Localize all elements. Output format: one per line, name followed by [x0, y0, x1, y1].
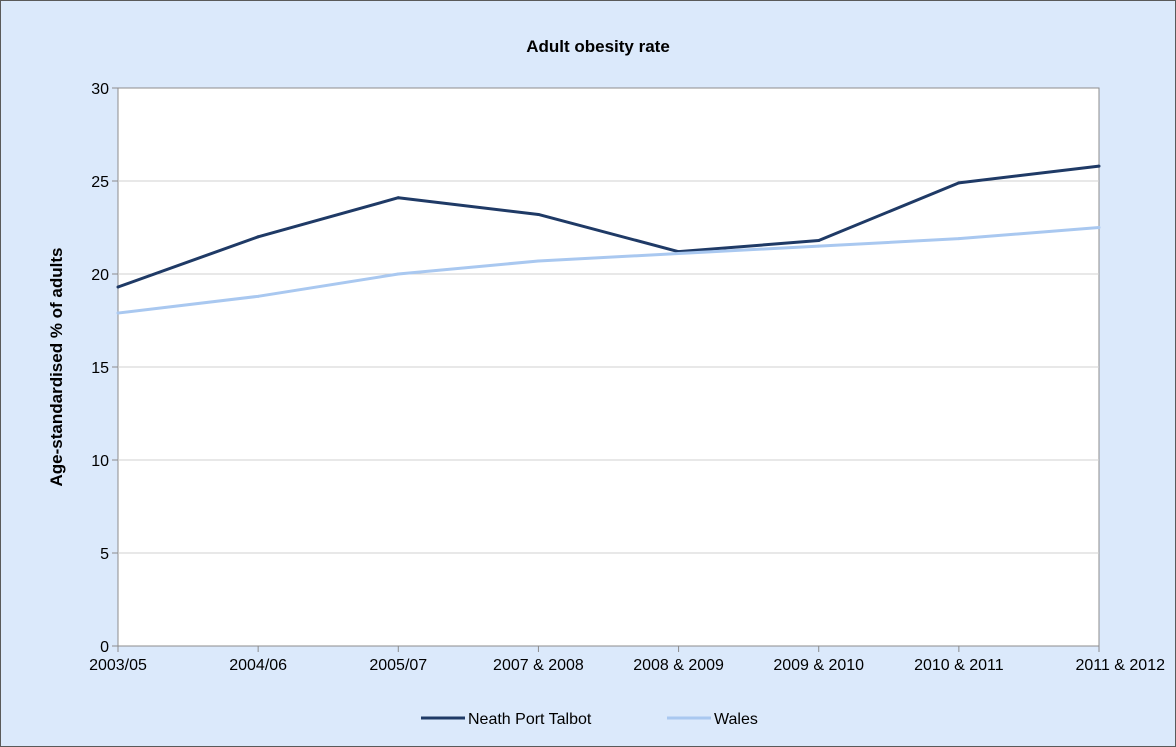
y-tick-label: 10 — [91, 453, 109, 470]
data-point — [957, 181, 961, 185]
data-point — [116, 311, 120, 315]
y-tick-label: 20 — [91, 267, 109, 284]
data-point — [536, 259, 540, 263]
y-tick-label: 15 — [91, 360, 109, 377]
data-point — [957, 237, 961, 241]
data-point — [256, 294, 260, 298]
x-tick-label: 2008 & 2009 — [633, 657, 724, 674]
x-axis-ticks: 2003/05 2004/06 2005/07 2007 & 2008 2008 & 2… — [89, 646, 1165, 674]
x-tick-label: 2007 & 2008 — [493, 657, 584, 674]
x-tick-label: 2005/07 — [369, 657, 427, 674]
y-tick-label: 5 — [100, 546, 109, 563]
data-point — [396, 196, 400, 200]
series-line — [117, 164, 1100, 289]
series-line — [117, 226, 1100, 315]
data-point — [817, 239, 821, 243]
legend: Neath Port Talbot Wales — [421, 711, 758, 728]
y-tick-label: 0 — [100, 639, 109, 656]
x-tick-label: 2003/05 — [89, 657, 147, 674]
data-point — [396, 272, 400, 276]
x-tick-label: 2009 & 2010 — [773, 657, 864, 674]
series-lines — [116, 164, 1101, 315]
data-point — [256, 235, 260, 239]
chart-title: Adult obesity rate — [526, 37, 670, 56]
data-point — [817, 244, 821, 248]
y-tick-label: 25 — [91, 174, 109, 191]
x-tick-label: 2011 & 2012 — [1075, 657, 1165, 674]
legend-label: Neath Port Talbot — [468, 711, 592, 728]
y-tick-label: 30 — [91, 81, 109, 98]
data-point — [677, 252, 681, 256]
data-point — [116, 285, 120, 289]
gridlines — [118, 180, 1099, 554]
x-tick-label: 2010 & 2011 — [914, 657, 1004, 674]
data-point — [536, 212, 540, 216]
y-axis-label: Age-standardised % of adults — [47, 248, 66, 487]
x-tick-label: 2004/06 — [229, 657, 287, 674]
legend-label: Wales — [714, 711, 758, 728]
data-point — [1097, 164, 1101, 168]
y-axis-ticks: 0 5 10 15 20 25 30 — [91, 81, 118, 656]
data-point — [1097, 226, 1101, 229]
